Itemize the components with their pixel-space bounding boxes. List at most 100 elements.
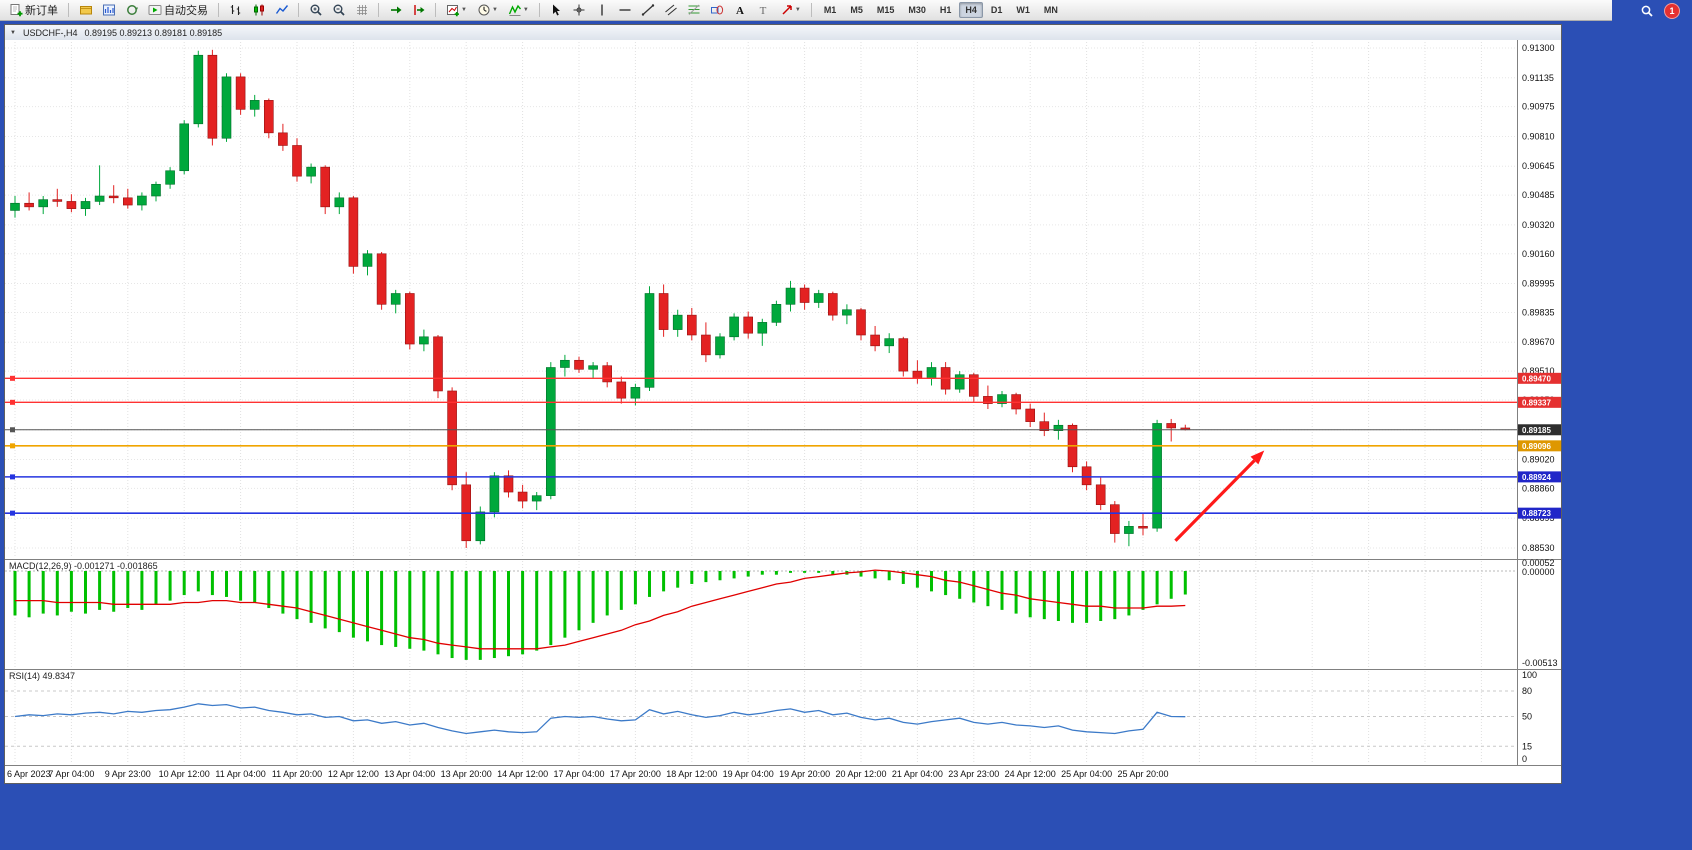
horizontal-line[interactable] bbox=[5, 427, 1517, 433]
time-label: 11 Apr 20:00 bbox=[272, 769, 322, 779]
notification-badge[interactable]: 1 bbox=[1664, 2, 1680, 19]
equidistant-channel-button[interactable] bbox=[661, 1, 682, 20]
auto-scroll-button[interactable] bbox=[385, 1, 406, 20]
candle bbox=[785, 280, 796, 312]
line-chart-button[interactable] bbox=[271, 1, 292, 20]
shapes-button[interactable] bbox=[707, 1, 728, 20]
charts-profile-button[interactable] bbox=[75, 1, 96, 20]
fibo-icon bbox=[687, 3, 701, 17]
trendline-button[interactable] bbox=[638, 1, 659, 20]
candle bbox=[1124, 520, 1134, 547]
timeframe-D1[interactable]: D1 bbox=[990, 5, 1003, 15]
candle bbox=[997, 390, 1007, 408]
autotrading-button[interactable]: 自动交易 bbox=[144, 1, 212, 20]
zoom-in-button[interactable] bbox=[305, 1, 326, 20]
line-handle[interactable] bbox=[10, 443, 15, 449]
chart-menu-icon[interactable]: ▼ bbox=[10, 29, 16, 36]
timeframe-MN[interactable]: MN bbox=[1043, 5, 1058, 15]
timeframe-M30[interactable]: M30 bbox=[908, 5, 926, 15]
price-axis[interactable]: 0.91300 0.91135 0.90975 0.90810 0.90645 0.904… bbox=[1517, 40, 1562, 559]
auto-scroll-icon bbox=[389, 3, 403, 17]
chart-title-bar: ▼ USDCHF-,H4 0.89195 0.89213 0.89181 0.8… bbox=[5, 25, 1561, 41]
candle bbox=[179, 120, 189, 175]
line-handle[interactable] bbox=[10, 399, 15, 405]
macd-pane[interactable]: MACD(12,26,9) -0.001271 -0.001865 0.00052… bbox=[5, 559, 1561, 669]
fibonacci-button[interactable] bbox=[684, 1, 705, 20]
time-periods-button[interactable]: ▼ bbox=[473, 1, 502, 20]
crosshair-button[interactable] bbox=[569, 1, 590, 20]
candle bbox=[38, 196, 49, 215]
indicators-button[interactable]: ▼ bbox=[504, 1, 533, 20]
timeframe-M1[interactable]: M1 bbox=[823, 5, 837, 15]
toolbar-separator bbox=[435, 3, 436, 17]
chart-shift-button[interactable] bbox=[408, 1, 429, 20]
toolbar-separator bbox=[68, 3, 69, 17]
dropdown-caret-icon: ▼ bbox=[461, 7, 467, 13]
new-order-button[interactable]: 新订单 bbox=[5, 1, 62, 20]
time-label: 24 Apr 12:00 bbox=[1005, 769, 1056, 779]
refresh-button[interactable] bbox=[121, 1, 142, 20]
candle bbox=[489, 472, 500, 518]
candle bbox=[137, 192, 147, 211]
timeframe-H1[interactable]: H1 bbox=[939, 5, 952, 15]
chart-ohlc: 0.89195 0.89213 0.89181 0.89185 bbox=[84, 27, 223, 38]
text-icon: A bbox=[733, 3, 747, 17]
price-tick-label: 0.88530 bbox=[1522, 543, 1555, 553]
svg-text:100: 100 bbox=[1522, 670, 1537, 680]
horizontal-line[interactable] bbox=[5, 443, 1517, 449]
time-label: 13 Apr 20:00 bbox=[441, 769, 492, 779]
candle bbox=[1138, 513, 1148, 536]
arrow-annotation[interactable] bbox=[1174, 450, 1265, 542]
search-icon[interactable] bbox=[1638, 2, 1656, 20]
clock-icon bbox=[477, 3, 491, 17]
market-watch-button[interactable] bbox=[98, 1, 119, 20]
line-handle[interactable] bbox=[10, 375, 15, 381]
timeframe-M5[interactable]: M5 bbox=[850, 5, 863, 15]
horizontal-line[interactable] bbox=[5, 474, 1517, 480]
horizontal-line-button[interactable] bbox=[615, 1, 636, 20]
toolbar-right: 1 bbox=[1638, 0, 1692, 21]
grid-button[interactable] bbox=[351, 1, 372, 20]
svg-text:0.89096: 0.89096 bbox=[1522, 442, 1551, 451]
macd-signal-line bbox=[15, 569, 1186, 650]
price-chart-pane[interactable]: 0.91300 0.91135 0.90975 0.90810 0.90645 0.904… bbox=[5, 40, 1561, 559]
candle bbox=[771, 300, 782, 326]
market-watch-icon bbox=[102, 3, 116, 17]
line-handle[interactable] bbox=[10, 474, 15, 480]
candlestick-chart-button[interactable] bbox=[248, 1, 269, 20]
arrows-button[interactable]: ▼ bbox=[776, 1, 805, 20]
timeframe-M15[interactable]: M15 bbox=[876, 5, 895, 15]
time-label: 10 Apr 12:00 bbox=[159, 769, 210, 779]
horizontal-line[interactable] bbox=[5, 510, 1517, 516]
candle bbox=[729, 313, 739, 341]
toolbar-separator bbox=[218, 3, 219, 17]
line-handle[interactable] bbox=[10, 510, 15, 516]
price-tick-label: 0.90320 bbox=[1522, 220, 1555, 230]
rsi-pane[interactable]: RSI(14) 49.8347 100 80 50 15 0 bbox=[5, 669, 1561, 765]
bar-chart-button[interactable] bbox=[225, 1, 246, 20]
new-chart-button[interactable]: ▼ bbox=[442, 1, 471, 20]
hline-icon bbox=[618, 3, 632, 17]
candle bbox=[123, 188, 133, 209]
candle bbox=[870, 325, 880, 352]
svg-text:A: A bbox=[736, 5, 744, 17]
time-label: 13 Apr 04:00 bbox=[384, 769, 435, 779]
horizontal-line[interactable] bbox=[5, 399, 1517, 405]
line-handle[interactable] bbox=[10, 427, 15, 433]
vertical-line-button[interactable] bbox=[592, 1, 613, 20]
text-button[interactable]: A bbox=[730, 1, 751, 20]
zoom-out-button[interactable] bbox=[328, 1, 349, 20]
timeframe-H4[interactable]: H4 bbox=[959, 2, 983, 18]
timeframe-W1[interactable]: W1 bbox=[1016, 5, 1030, 15]
new-order-label: 新订单 bbox=[25, 5, 58, 17]
candle bbox=[24, 192, 34, 211]
bar-chart-icon bbox=[229, 3, 243, 17]
text-label-button[interactable]: T bbox=[753, 1, 774, 20]
price-tick-label: 0.89835 bbox=[1522, 307, 1555, 317]
rsi-axis[interactable]: 100 80 50 15 0 bbox=[1522, 670, 1537, 764]
cursor-button[interactable] bbox=[546, 1, 567, 20]
horizontal-line[interactable] bbox=[5, 375, 1517, 381]
toolbar-separator bbox=[810, 3, 812, 17]
